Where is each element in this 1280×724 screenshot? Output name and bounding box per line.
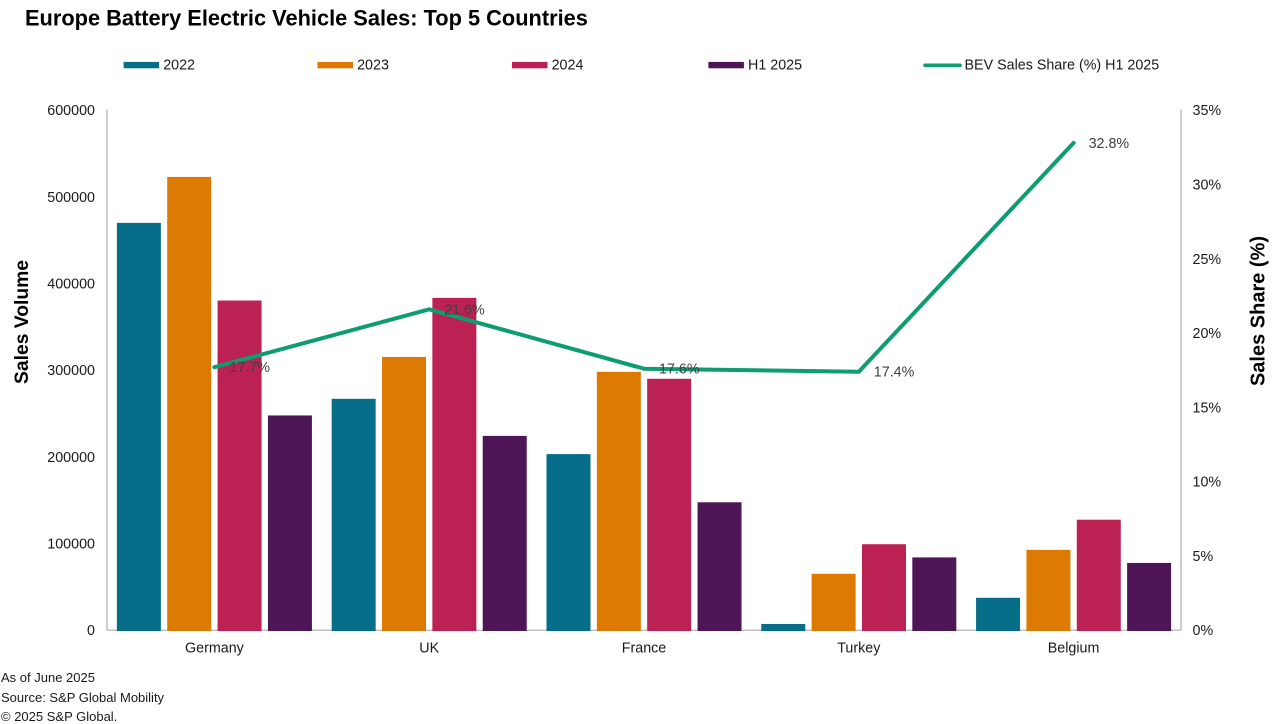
svg-text:25%: 25% [1193,252,1222,268]
svg-text:Belgium: Belgium [1048,640,1100,656]
svg-text:Sales Share (%): Sales Share (%) [1248,236,1270,386]
svg-text:2022: 2022 [163,58,195,74]
svg-text:400000: 400000 [47,277,95,293]
svg-text:France: France [622,640,667,656]
svg-text:200000: 200000 [47,450,95,466]
svg-text:Turkey: Turkey [837,640,881,656]
svg-text:300000: 300000 [47,363,95,379]
svg-text:100000: 100000 [47,537,95,553]
svg-text:5%: 5% [1193,549,1214,565]
svg-text:Germany: Germany [185,640,245,656]
svg-text:Sales Volume: Sales Volume [12,260,33,384]
svg-text:As of June 2025: As of June 2025 [1,670,95,685]
svg-text:0%: 0% [1193,623,1214,639]
svg-text:2023: 2023 [357,58,389,74]
svg-text:600000: 600000 [47,103,95,119]
svg-text:0: 0 [87,623,95,639]
svg-text:35%: 35% [1193,103,1222,119]
svg-text:32.8%: 32.8% [1089,136,1130,152]
svg-text:17.4%: 17.4% [874,365,915,381]
svg-text:17.6%: 17.6% [659,362,700,378]
svg-text:500000: 500000 [47,190,95,206]
svg-text:H1 2025: H1 2025 [748,58,802,74]
svg-text:© 2025 S&P Global.: © 2025 S&P Global. [1,709,117,724]
svg-text:30%: 30% [1193,178,1222,194]
svg-text:Europe Battery Electric Vehicl: Europe Battery Electric Vehicle Sales: T… [25,6,588,31]
svg-text:UK: UK [419,640,439,656]
svg-text:21.6%: 21.6% [444,302,485,318]
svg-text:15%: 15% [1193,400,1222,416]
svg-text:2024: 2024 [552,58,584,74]
svg-text:10%: 10% [1193,475,1222,491]
svg-text:17.7%: 17.7% [229,360,270,376]
svg-text:Source: S&P Global Mobility: Source: S&P Global Mobility [1,690,165,705]
svg-text:20%: 20% [1193,326,1222,342]
svg-text:BEV Sales Share (%) H1 2025: BEV Sales Share (%) H1 2025 [965,58,1160,74]
